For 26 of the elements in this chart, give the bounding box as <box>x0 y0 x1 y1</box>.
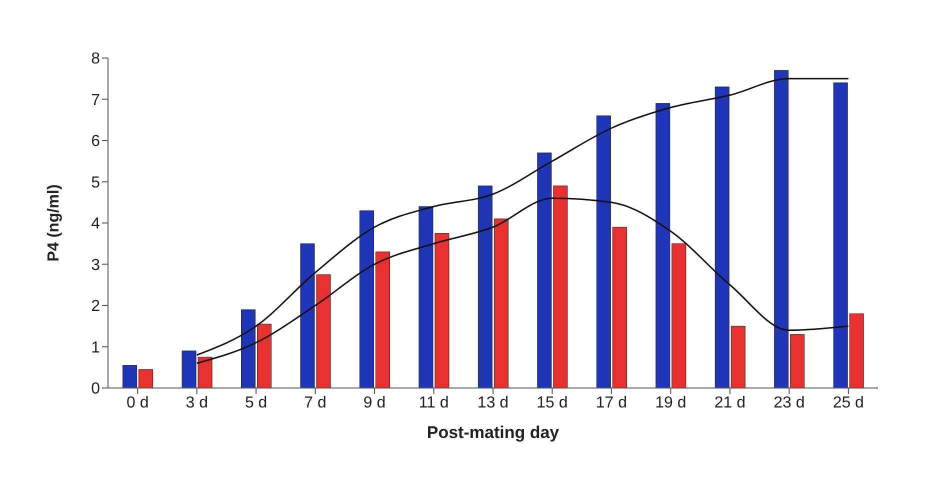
y-tick-label: 0 <box>91 380 100 398</box>
x-tick-label: 5 d <box>244 394 268 412</box>
y-tick-label: 2 <box>91 298 100 316</box>
x-tick-label: 13 d <box>477 394 509 412</box>
x-tick-label: 9 d <box>363 394 386 412</box>
y-tick-label: 4 <box>91 216 100 233</box>
x-tick-label: 0 d <box>126 394 149 412</box>
x-tick-label: 3 d <box>186 394 208 412</box>
y-tick-label: 7 <box>91 92 100 109</box>
y-tick-label: 1 <box>91 339 100 356</box>
x-tick-label: 15 d <box>536 394 568 412</box>
line-series <box>196 78 850 356</box>
x-tick-label: 7 d <box>304 394 326 412</box>
line-series <box>196 198 850 364</box>
x-tick-label: 21 d <box>714 394 746 412</box>
x-tick-label: 11 d <box>418 394 449 412</box>
y-tick-label: 5 <box>91 174 100 192</box>
y-tick-label: 6 <box>91 133 100 150</box>
y-tick-label: 8 <box>91 50 100 68</box>
x-tick-label: 19 d <box>655 394 686 412</box>
y-axis-title: P4 (ng/ml) <box>46 184 63 262</box>
x-tick-label: 23 d <box>774 394 805 412</box>
y-tick-label: 3 <box>91 256 100 274</box>
x-axis-title: Post-mating day <box>426 423 560 442</box>
x-tick-label: 25 d <box>832 394 864 412</box>
x-tick-label: 17 d <box>596 394 628 412</box>
